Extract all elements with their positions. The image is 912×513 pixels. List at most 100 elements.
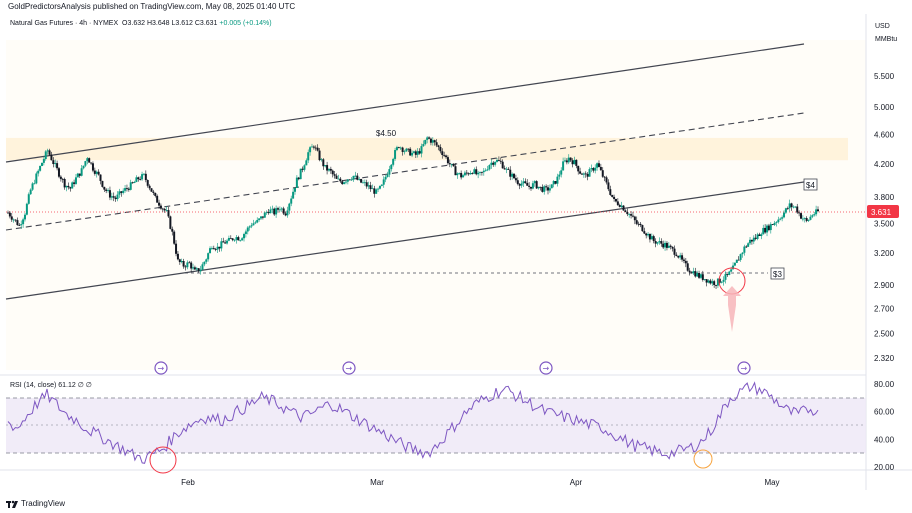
symbol-name: Natural Gas Futures · 4h · NYMEX: [10, 20, 119, 27]
time-tick-label: Feb: [181, 478, 195, 487]
event-marker-icon[interactable]: [154, 361, 168, 375]
candle-up: [248, 226, 251, 228]
candle-down: [125, 188, 128, 189]
candle-down: [460, 172, 463, 178]
rsi-axis[interactable]: 80.00 60.00 40.00 20.00: [874, 380, 895, 472]
candle-down: [571, 160, 574, 165]
candle-up: [548, 188, 551, 191]
rsi-tick-label: 80.00: [874, 380, 895, 389]
candle-up: [567, 157, 570, 163]
candle-up: [27, 194, 30, 204]
rsi-line: [7, 381, 819, 464]
candle-down: [671, 246, 674, 249]
ohlc-high: H3.648: [146, 20, 170, 27]
price-tick-label: 2.900: [874, 281, 895, 290]
candle-down: [675, 254, 678, 256]
candle-up: [37, 170, 40, 174]
candle-down: [645, 233, 648, 236]
candle-up: [488, 165, 491, 170]
candle-down: [63, 179, 66, 188]
candle-up: [256, 219, 259, 223]
candle-up: [403, 151, 406, 153]
candle-up: [388, 169, 391, 175]
candle-up: [258, 218, 261, 220]
candle-up: [244, 231, 247, 235]
time-axis[interactable]: Feb Mar Apr May: [181, 478, 779, 487]
candle-down: [530, 186, 533, 189]
candle-down: [805, 218, 808, 221]
candle-up: [773, 222, 776, 225]
candle-down: [577, 165, 580, 172]
candle-up: [324, 165, 327, 167]
candle-up: [739, 254, 742, 260]
event-marker-icon[interactable]: [737, 361, 751, 375]
candle-down: [499, 160, 502, 162]
candle-up: [732, 265, 735, 270]
candle-up: [235, 237, 238, 240]
candle-up: [733, 262, 736, 266]
candle-down: [713, 281, 716, 286]
candle-down: [684, 260, 687, 264]
up-arrow-icon: [723, 286, 741, 332]
event-marker-icon[interactable]: [539, 361, 553, 375]
candle-down: [197, 268, 200, 272]
candle-down: [103, 186, 106, 190]
event-markers[interactable]: → → → →: [154, 361, 751, 375]
tradingview-logo-icon: [6, 500, 18, 508]
candle-up: [543, 186, 546, 192]
currency-label: USD: [875, 23, 890, 30]
rsi-low-circle: [693, 449, 713, 469]
candle-up: [295, 177, 298, 188]
ohlc-low: L3.612: [171, 20, 193, 27]
candle-down: [690, 272, 693, 274]
candle-down: [554, 181, 557, 184]
candle-up: [482, 170, 485, 173]
candle-up: [650, 236, 653, 240]
candle-down: [611, 194, 614, 197]
candle-down: [284, 213, 287, 216]
candle-up: [263, 212, 266, 218]
candle-down: [609, 189, 612, 195]
candle-down: [767, 225, 770, 231]
candle-up: [239, 240, 242, 242]
candle-up: [667, 245, 670, 248]
candle-down: [584, 173, 587, 175]
candle-up: [310, 146, 313, 148]
candle-up: [20, 224, 23, 226]
candle-down: [639, 223, 642, 226]
candle-down: [601, 170, 604, 177]
candle-down: [139, 179, 142, 180]
candle-down: [229, 237, 232, 239]
candle-down: [7, 212, 9, 214]
candle-down: [397, 147, 400, 148]
event-marker-icon[interactable]: [342, 361, 356, 375]
time-tick-label: Mar: [370, 478, 384, 487]
candle-down: [282, 208, 285, 214]
candle-up: [411, 152, 414, 156]
price-tick-label: 5.500: [874, 72, 895, 81]
candle-up: [777, 219, 780, 223]
tradingview-footer[interactable]: TradingView: [6, 499, 65, 508]
candle-down: [580, 173, 583, 175]
candle-down: [156, 195, 159, 203]
candle-up: [260, 216, 263, 219]
candle-up: [95, 171, 98, 174]
candle-down: [796, 206, 799, 213]
candle-down: [360, 179, 363, 183]
candle-down: [643, 231, 646, 234]
candle-down: [435, 142, 438, 146]
candle-up: [596, 163, 599, 168]
candle-down: [57, 168, 60, 177]
candle-up: [275, 208, 278, 215]
candle-down: [514, 178, 517, 181]
candle-up: [815, 209, 818, 215]
candle-up: [730, 269, 733, 272]
candle-down: [154, 192, 157, 196]
candle-up: [552, 181, 555, 185]
candle-up: [664, 242, 667, 248]
price-axis[interactable]: 5.500 5.000 4.600 4.200 3.800 3.500 3.200 2.900…: [874, 72, 895, 363]
candle-down: [18, 225, 21, 226]
candle-up: [209, 248, 212, 254]
candle-down: [786, 208, 789, 210]
